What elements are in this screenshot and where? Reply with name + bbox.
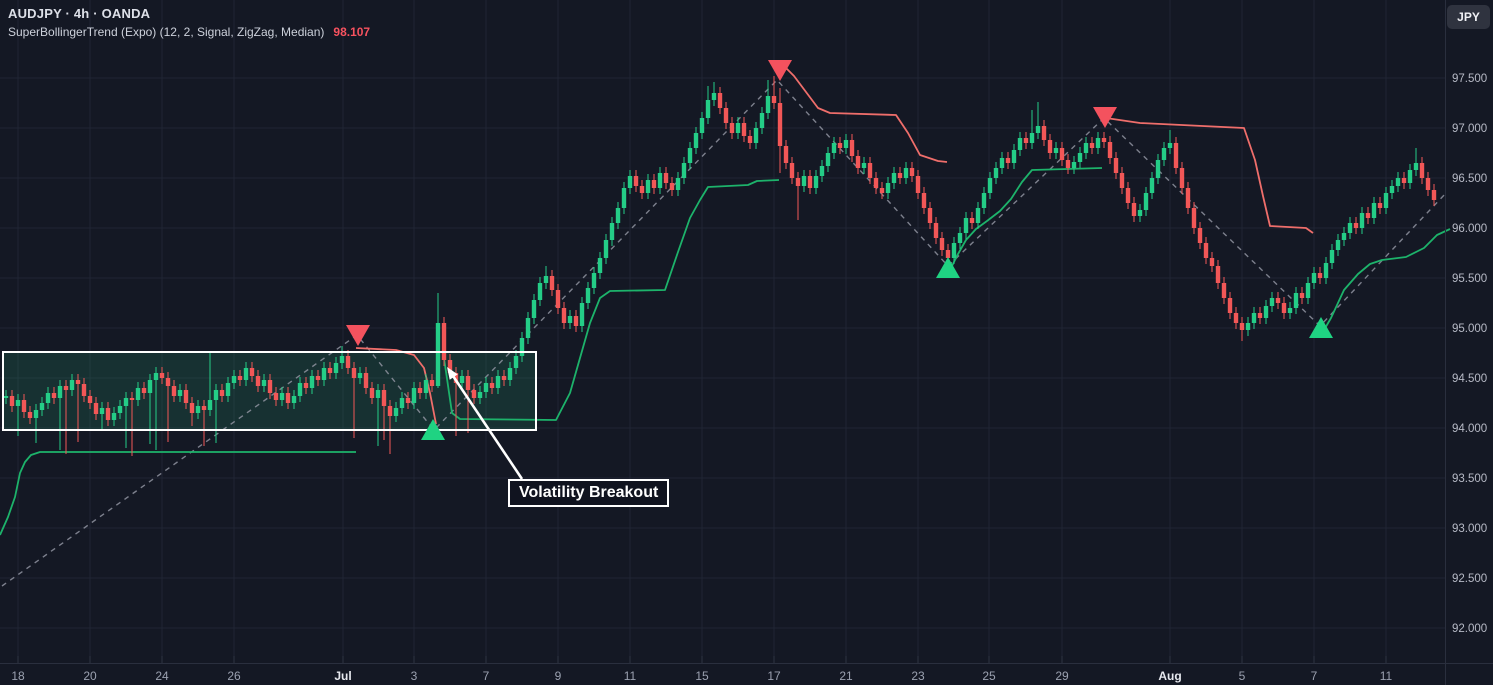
currency-button[interactable]: JPY <box>1447 5 1490 29</box>
svg-text:Aug: Aug <box>1158 669 1181 683</box>
resistance-band-line <box>355 347 437 425</box>
sell-signal-icon <box>1093 107 1117 128</box>
svg-text:25: 25 <box>982 669 996 683</box>
svg-text:92.000: 92.000 <box>1452 623 1487 635</box>
svg-text:94.500: 94.500 <box>1452 373 1487 385</box>
svg-text:17: 17 <box>767 669 781 683</box>
svg-text:23: 23 <box>911 669 925 683</box>
svg-text:20: 20 <box>83 669 97 683</box>
buy-signal-icon <box>936 257 960 278</box>
svg-text:94.000: 94.000 <box>1452 423 1487 435</box>
buy-signal-icon <box>1309 317 1333 338</box>
grid-lines <box>0 0 1445 663</box>
sell-signal-icon <box>768 60 792 81</box>
indicator-name: SuperBollingerTrend (Expo) (12, 2, Signa… <box>8 25 325 39</box>
zigzag-line <box>1 78 1447 587</box>
svg-text:97.000: 97.000 <box>1452 123 1487 135</box>
volatility-range-box[interactable] <box>2 351 537 431</box>
svg-text:26: 26 <box>227 669 241 683</box>
price-axis-labels: 97.500 97.000 96.500 96.000 95.500 95.000 94.5… <box>1452 73 1487 635</box>
svg-text:96.000: 96.000 <box>1452 223 1487 235</box>
support-band-line <box>949 167 1103 271</box>
annotation-arrowhead <box>447 367 458 380</box>
svg-text:11: 11 <box>1380 669 1393 683</box>
chart-legend: AUDJPY · 4h · OANDA SuperBollingerTrend … <box>8 5 370 41</box>
svg-text:97.500: 97.500 <box>1452 73 1487 85</box>
svg-text:18: 18 <box>11 669 25 683</box>
svg-text:24: 24 <box>155 669 169 683</box>
resistance-band-line <box>1105 117 1314 234</box>
sell-signal-icon <box>346 325 370 346</box>
symbol-title[interactable]: AUDJPY · 4h · OANDA <box>8 6 151 21</box>
svg-text:Jul: Jul <box>334 669 351 683</box>
indicator-title[interactable]: SuperBollingerTrend (Expo) (12, 2, Signa… <box>8 24 370 41</box>
svg-text:92.500: 92.500 <box>1452 573 1487 585</box>
signal-markers <box>346 60 1333 440</box>
candlestick-series <box>3 76 1437 456</box>
svg-text:96.500: 96.500 <box>1452 173 1487 185</box>
svg-text:15: 15 <box>695 669 709 683</box>
support-band-line <box>443 179 780 421</box>
svg-text:95.000: 95.000 <box>1452 323 1487 335</box>
supertrend-bands <box>0 63 1451 536</box>
price-axis[interactable] <box>1445 0 1493 663</box>
time-axis[interactable] <box>0 663 1445 685</box>
support-band-line <box>1323 228 1451 331</box>
svg-text:3: 3 <box>411 669 418 683</box>
support-band-line <box>0 451 356 536</box>
svg-text:93.000: 93.000 <box>1452 523 1487 535</box>
svg-text:93.500: 93.500 <box>1452 473 1487 485</box>
svg-text:9: 9 <box>555 669 562 683</box>
svg-text:7: 7 <box>483 669 490 683</box>
svg-text:5: 5 <box>1239 669 1246 683</box>
svg-text:95.500: 95.500 <box>1452 273 1487 285</box>
svg-text:11: 11 <box>624 669 637 683</box>
indicator-value: 98.107 <box>333 25 371 39</box>
time-axis-labels: 18 20 24 26 Jul 3 7 9 11 15 17 21 23 25 29 Aug 5 7 11 <box>11 656 1393 683</box>
resistance-band-line <box>781 63 948 163</box>
buy-signal-icon <box>421 419 445 440</box>
svg-text:29: 29 <box>1055 669 1069 683</box>
annotation-arrow[interactable] <box>449 371 524 480</box>
svg-text:21: 21 <box>839 669 853 683</box>
svg-text:7: 7 <box>1311 669 1318 683</box>
volatility-breakout-label[interactable]: Volatility Breakout <box>508 479 670 507</box>
